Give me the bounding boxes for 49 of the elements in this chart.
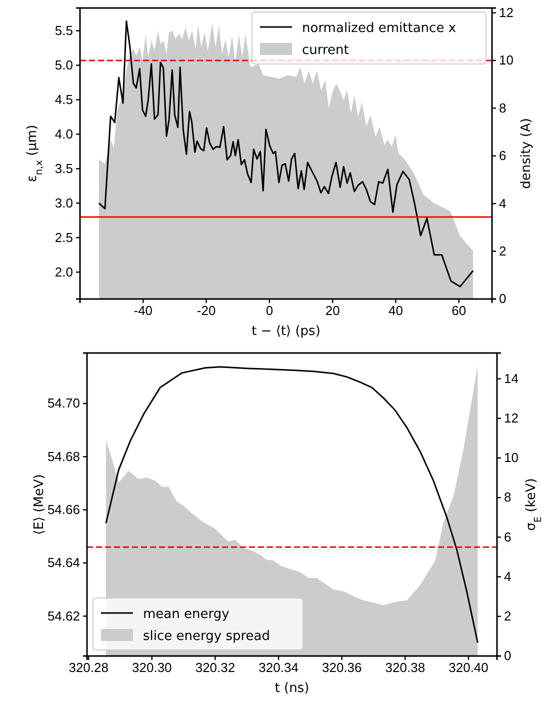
y-tick-label: 54.62	[47, 608, 80, 624]
x-tick-label: -20	[196, 303, 216, 318]
y2-tick-label: 12	[499, 4, 514, 20]
y-tick-label: 4.0	[54, 126, 73, 142]
y-tick-label: 2.0	[54, 264, 73, 280]
y-tick-label: 5.0	[54, 57, 73, 72]
y-tick-label: 2.5	[54, 230, 73, 245]
y2-tick-label: 0	[499, 291, 506, 306]
x-tick-label: -40	[134, 303, 153, 318]
y2-tick-label: 6	[499, 148, 506, 164]
y-tick-label: 3.5	[54, 160, 73, 176]
y2-tick-label: 0	[504, 648, 512, 664]
legend-label: current	[302, 43, 349, 58]
y2-tick-label: 10	[499, 52, 514, 68]
y-tick-label: 54.64	[47, 555, 80, 570]
y2-tick-label: 10	[504, 450, 518, 466]
y2-tick-label: 6	[504, 529, 512, 544]
x-tick-label: 320.34	[258, 660, 298, 676]
y-tick-label: 3.0	[54, 195, 73, 210]
y2-tick-label: 12	[504, 410, 518, 426]
y-tick-label: 4.5	[54, 92, 73, 107]
x-tick-label: 320.36	[322, 660, 362, 676]
y2-tick-label: 2	[504, 608, 512, 624]
x-tick-label: 320.38	[385, 660, 426, 676]
y2-tick-label: 4	[499, 196, 506, 211]
y2-axis-title: density (A)	[519, 118, 534, 189]
x-tick-label: 320.32	[195, 660, 236, 676]
x-axis-title: t − ⟨t⟩ (ps)	[252, 324, 320, 339]
x-tick-label: 320.40	[448, 660, 488, 676]
x-axis-title: t (ns)	[274, 681, 310, 696]
legend-label: mean energy	[143, 607, 230, 622]
x-tick-label: 40	[388, 303, 403, 318]
legend-label: normalized emittance x	[302, 21, 456, 36]
x-tick-label: 20	[325, 303, 340, 318]
y2-tick-label: 8	[499, 100, 506, 116]
y-tick-label: 54.66	[47, 502, 80, 517]
x-tick-label: 0	[266, 303, 274, 318]
y2-tick-label: 14	[504, 370, 518, 386]
y2-tick-label: 2	[499, 243, 506, 258]
y-axis-title: ⟨E⟩ (MeV)	[32, 474, 47, 535]
legend-label: slice energy spread	[143, 629, 270, 644]
y-tick-label: 54.68	[47, 448, 80, 464]
x-tick-label: 320.28	[68, 660, 108, 676]
y2-tick-label: 8	[504, 490, 512, 505]
y-tick-label: 54.70	[47, 396, 80, 411]
y-tick-label: 5.5	[54, 22, 73, 38]
y2-tick-label: 4	[504, 568, 512, 584]
x-tick-label: 320.30	[132, 660, 172, 676]
x-tick-label: 60	[452, 303, 466, 318]
